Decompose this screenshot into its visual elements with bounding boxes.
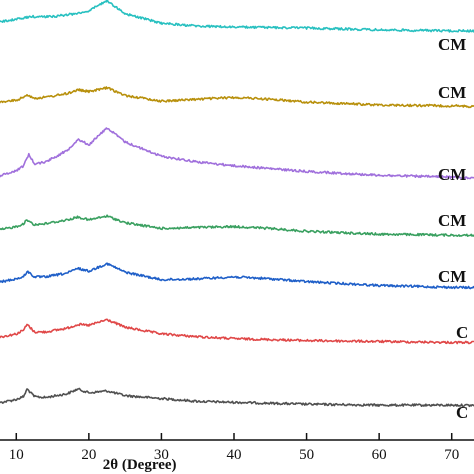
x-tick-label: 20 (81, 447, 96, 463)
x-tick-label: 70 (444, 447, 459, 463)
x-tick-label: 10 (9, 447, 24, 463)
series-line-2 (0, 318, 474, 345)
series-label-3: CM (438, 267, 466, 286)
series-line-4 (0, 214, 474, 237)
series-label-6: CM (438, 83, 466, 102)
series-label-2: C (456, 323, 468, 342)
series-line-5 (0, 127, 474, 180)
series-label-1: C (456, 403, 468, 422)
x-tick-label: 30 (154, 447, 169, 463)
series-layer (0, 0, 474, 408)
x-tick-label: 40 (227, 447, 242, 463)
series-label-4: CM (438, 211, 466, 230)
series-line-6 (0, 86, 474, 109)
x-tick-label: 50 (299, 447, 314, 463)
x-tick-label: 60 (372, 447, 387, 463)
series-label-7: CM (438, 35, 466, 54)
series-line-1 (0, 387, 474, 408)
series-label-5: CM (438, 165, 466, 184)
x-axis: 10 20 30 40 50 60 70 (0, 433, 474, 463)
x-axis-title: 2θ (Degree) (103, 457, 177, 473)
series-line-3 (0, 262, 474, 290)
series-line-7 (0, 0, 474, 33)
series-labels: C C CM CM CM CM CM (438, 35, 468, 422)
x-ticks: 10 20 30 40 50 60 70 (9, 433, 459, 463)
